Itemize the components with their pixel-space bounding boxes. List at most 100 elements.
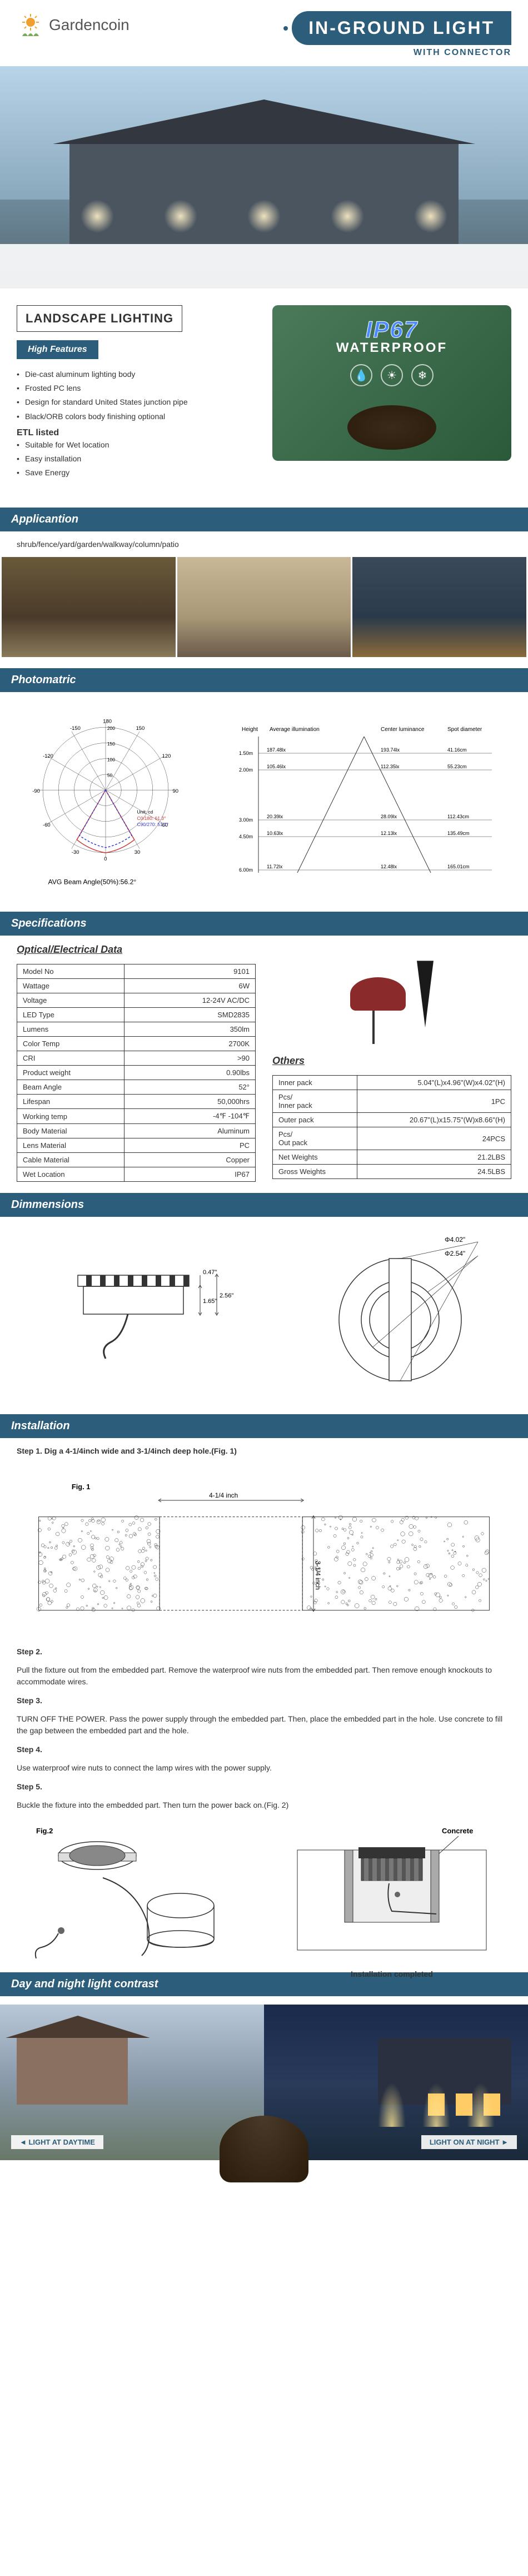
svg-text:10.63lx: 10.63lx [267,831,283,836]
features-section: LANDSCAPE LIGHTING High Features Die-cas… [0,289,528,496]
product-images [272,944,511,1044]
feature-item: Design for standard United States juncti… [17,395,256,409]
etl-listed: ETL listed [17,428,256,438]
intensity-chart: Height Average illumination Center lumin… [217,723,511,878]
svg-text:30: 30 [135,849,140,855]
specifications-section: Optical/Electrical Data Model No9101 Wat… [0,944,528,1182]
svg-text:150: 150 [136,725,145,731]
feature-item: Save Energy [17,466,256,480]
ip67-badge: IP67 WATERPROOF 💧 ☀ ❄ [272,305,511,461]
hero-image [0,66,528,289]
feature-item: Die-cast aluminum lighting body [17,367,256,381]
svg-text:6.00m: 6.00m [239,867,253,873]
svg-text:200: 200 [107,725,115,731]
svg-text:Height: Height [242,727,258,733]
dimensions-section: 1.65" 2.56" 0.47" Φ4.02" Φ2.54" [0,1225,528,1403]
svg-text:165.01cm: 165.01cm [447,864,470,869]
app-image-patio [352,557,526,657]
product-title: IN-GROUND LIGHT [292,11,511,45]
contrast-section: ◄ LIGHT AT DAYTIME LIGHT ON AT NIGHT ► [0,2005,528,2160]
svg-text:-150: -150 [70,725,81,731]
others-table: Inner pack5.04"(L)x4.96"(W)x4.02"(H) Pcs… [272,1075,511,1179]
install-complete-label: Installation completed [272,1970,511,1978]
svg-text:Concrete: Concrete [442,1827,473,1835]
feature-item: Suitable for Wet location [17,438,256,452]
application-gallery [0,557,528,657]
svg-text:187.48lx: 187.48lx [267,747,286,753]
svg-text:12.13lx: 12.13lx [381,831,397,836]
install-step-2: Step 2. [17,1647,511,1656]
svg-text:112.35lx: 112.35lx [381,764,400,769]
polar-chart: 180 -150 150 -120 120 -90 90 -60 60 -30 … [17,712,195,889]
svg-text:C0/180: 61.3°: C0/180: 61.3° [137,815,166,821]
svg-text:100: 100 [107,757,115,763]
feature-item: Frosted PC lens [17,381,256,395]
svg-text:Φ4.02": Φ4.02" [445,1236,465,1244]
svg-text:50: 50 [107,773,113,778]
product-light-image [350,977,406,1011]
feature-item: Easy installation [17,452,256,466]
svg-text:3-1/4 inch: 3-1/4 inch [314,1561,322,1590]
svg-text:2.00m: 2.00m [239,767,253,773]
optical-title: Optical/Electrical Data [17,944,256,956]
rain-icon: 💧 [350,364,372,386]
brand-logo: Gardencoin [17,11,129,39]
sun-garden-icon [17,11,44,39]
svg-text:90: 90 [172,788,178,794]
svg-text:C90/270: 51.1°: C90/270: 51.1° [137,822,168,827]
brand-name: Gardencoin [49,16,129,34]
day-label: ◄ LIGHT AT DAYTIME [11,2135,103,2149]
svg-text:AVG Beam Angle(50%):56.2°: AVG Beam Angle(50%):56.2° [48,878,136,886]
svg-text:150: 150 [107,741,115,747]
product-spike-image [417,961,434,1027]
install-figure-2: Fig.2 [17,1822,256,1961]
svg-text:4-1/4 inch: 4-1/4 inch [209,1491,238,1499]
svg-text:Spot diameter: Spot diameter [447,727,482,733]
app-image-house [177,557,351,657]
install-step-3: Step 3. [17,1696,511,1705]
svg-text:11.72lx: 11.72lx [267,864,283,869]
snow-icon: ❄ [411,364,434,386]
landscape-title: LANDSCAPE LIGHTING [17,305,182,332]
install-step-1: Step 1. Dig a 4-1/4inch wide and 3-1/4in… [17,1446,511,1455]
svg-text:1.65": 1.65" [203,1298,217,1305]
dimension-top-view: Φ4.02" Φ2.54" [317,1236,484,1392]
product-subtitle: WITH CONNECTOR [0,45,528,61]
install-step-5-text: Buckle the fixture into the embedded par… [17,1799,511,1811]
sun-icon: ☀ [381,364,403,386]
svg-text:12.48lx: 12.48lx [381,864,397,869]
svg-text:0: 0 [104,856,107,862]
app-image-fence [2,557,176,657]
svg-text:135.49cm: 135.49cm [447,831,470,836]
night-label: LIGHT ON AT NIGHT ► [421,2135,517,2149]
svg-text:Center luminance: Center luminance [381,727,425,733]
photomatric-header: Photomatric [0,668,528,692]
features-list: Die-cast aluminum lighting body Frosted … [17,367,256,424]
svg-text:41.16cm: 41.16cm [447,747,467,753]
ip67-subtitle: WATERPROOF [336,340,447,356]
svg-text:120: 120 [162,753,171,759]
svg-text:Average illumination: Average illumination [270,727,320,733]
application-header: Applicantion [0,508,528,531]
specifications-header: Specifications [0,912,528,936]
photomatric-charts: 180 -150 150 -120 120 -90 90 -60 60 -30 … [0,700,528,901]
svg-text:4.50m: 4.50m [239,834,253,839]
svg-text:-90: -90 [32,788,40,794]
install-completed-diagram: Concrete Installation completed [272,1822,511,1961]
dimensions-header: Dimmensions [0,1193,528,1217]
svg-text:193.74lx: 193.74lx [381,747,400,753]
dimension-side-view: 1.65" 2.56" 0.47" [44,1259,239,1370]
contrast-product [220,2116,308,2182]
svg-text:105.46lx: 105.46lx [267,764,286,769]
installation-section: Step 1. Dig a 4-1/4inch wide and 3-1/4in… [0,1446,528,1961]
svg-text:Fig. 1: Fig. 1 [72,1483,91,1491]
svg-text:28.09lx: 28.09lx [381,814,397,819]
install-step-3-text: TURN OFF THE POWER. Pass the power suppl… [17,1713,511,1737]
svg-text:112.43cm: 112.43cm [447,814,469,819]
application-text: shrub/fence/yard/garden/walkway/column/p… [0,540,528,557]
feature-item: Black/ORB colors body finishing optional [17,410,256,424]
product-preview [347,405,436,450]
svg-text:1.50m: 1.50m [239,750,253,756]
etl-features-list: Suitable for Wet location Easy installat… [17,438,256,480]
svg-text:3.00m: 3.00m [239,817,253,823]
